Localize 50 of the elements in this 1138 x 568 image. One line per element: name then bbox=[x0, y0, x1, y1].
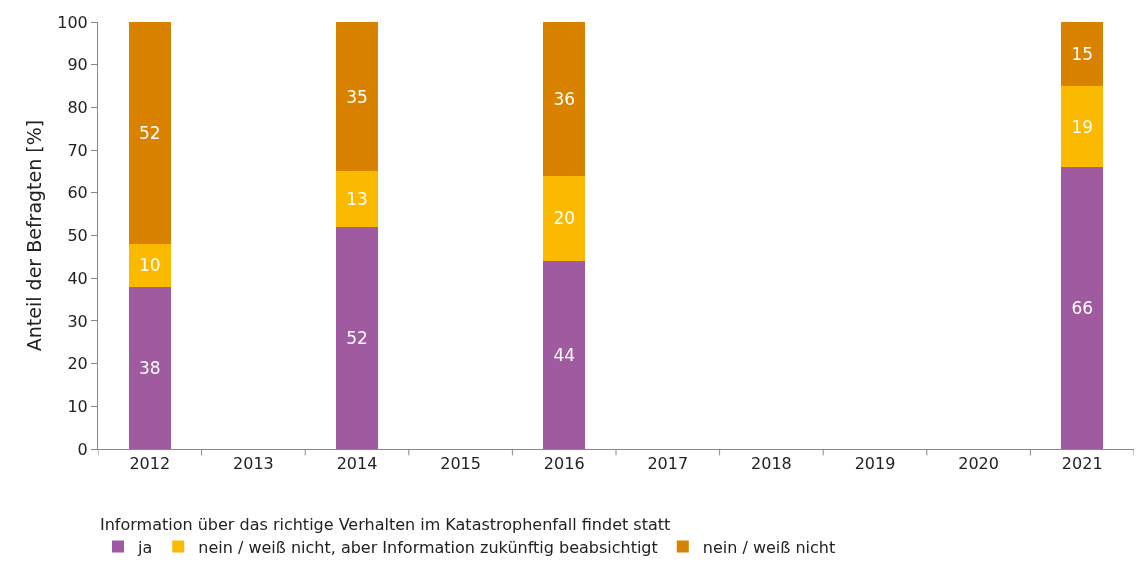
legend-title: Information über das richtige Verhalten im Katastrophenfall findet statt bbox=[100, 514, 671, 534]
y-tick-label: 50 bbox=[67, 226, 88, 246]
legend-label: nein / weiß nicht bbox=[702, 537, 836, 557]
data-label: 44 bbox=[553, 345, 576, 366]
bar bbox=[129, 286, 171, 449]
x-tick-label: 2021 bbox=[1061, 454, 1103, 474]
y-tick-label: 30 bbox=[67, 311, 88, 331]
data-label: 66 bbox=[1071, 298, 1094, 319]
y-tick-label: 70 bbox=[67, 140, 88, 160]
x-tick-label: 2014 bbox=[336, 454, 378, 474]
x-tick-label: 2017 bbox=[647, 454, 689, 474]
data-label: 19 bbox=[1071, 116, 1094, 137]
y-tick-label: 40 bbox=[67, 268, 88, 288]
data-label: 35 bbox=[346, 86, 368, 107]
bar bbox=[543, 175, 585, 262]
bar bbox=[336, 226, 378, 449]
bar bbox=[336, 171, 378, 227]
x-tick-label: 2012 bbox=[129, 454, 171, 474]
bar bbox=[129, 22, 171, 245]
y-tick-label: 0 bbox=[77, 439, 88, 459]
x-tick-label: 2015 bbox=[440, 454, 481, 474]
x-tick-label: 2018 bbox=[751, 454, 792, 474]
bar bbox=[1061, 22, 1103, 87]
data-label: 10 bbox=[138, 255, 161, 276]
y-tick-label: 100 bbox=[57, 12, 88, 32]
x-tick-label: 2016 bbox=[543, 454, 585, 474]
y-tick-label: 90 bbox=[67, 55, 88, 75]
y-axis-title: Anteil der Befragten [%] bbox=[23, 119, 46, 352]
x-tick-label: 2020 bbox=[958, 454, 999, 474]
bar bbox=[543, 22, 585, 176]
data-label: 52 bbox=[138, 123, 161, 144]
y-tick-label: 80 bbox=[67, 98, 88, 117]
x-tick-label: 2013 bbox=[233, 454, 274, 474]
data-label: 52 bbox=[346, 327, 368, 348]
y-tick-label: 20 bbox=[67, 354, 88, 374]
data-label: 20 bbox=[553, 208, 576, 229]
legend-label: nein / weiß nicht, aber Information zukünftig beabsichtigt bbox=[198, 537, 658, 557]
data-label: 38 bbox=[138, 357, 161, 378]
data-label: 36 bbox=[553, 88, 576, 109]
bar bbox=[129, 244, 171, 287]
bar bbox=[1061, 167, 1103, 449]
legend-label: ja bbox=[137, 537, 153, 557]
data-label: 13 bbox=[346, 189, 368, 210]
x-tick-label: 2019 bbox=[854, 454, 896, 474]
y-tick-label: 10 bbox=[67, 396, 88, 416]
data-label: 15 bbox=[1071, 44, 1094, 65]
y-tick-label: 60 bbox=[67, 183, 88, 203]
bar bbox=[543, 261, 585, 449]
bar bbox=[1061, 86, 1103, 168]
bar bbox=[336, 22, 378, 172]
